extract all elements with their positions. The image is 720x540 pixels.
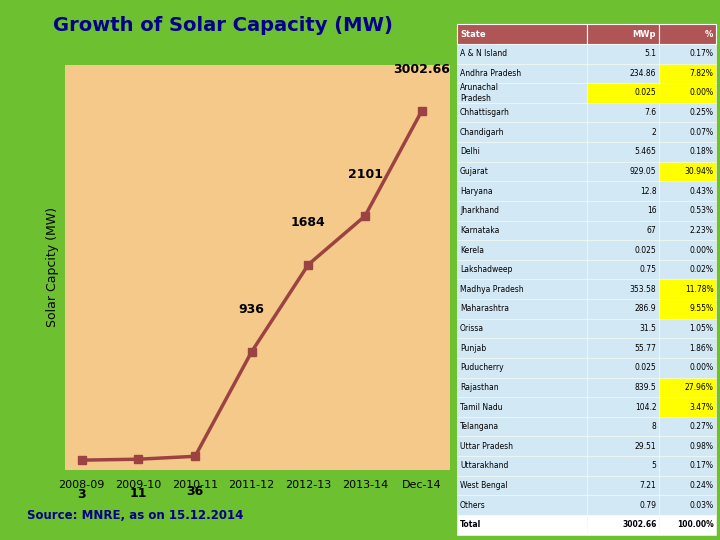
Text: 0.79: 0.79	[639, 501, 657, 510]
Text: Haryana: Haryana	[460, 187, 492, 195]
Text: 0.00%: 0.00%	[689, 89, 714, 98]
Text: 5.465: 5.465	[634, 147, 657, 157]
Text: 2101: 2101	[348, 168, 382, 181]
Text: Kerela: Kerela	[460, 246, 484, 254]
Text: Andhra Pradesh: Andhra Pradesh	[460, 69, 521, 78]
Text: 839.5: 839.5	[635, 383, 657, 392]
Text: Punjab: Punjab	[460, 343, 486, 353]
Text: 0.24%: 0.24%	[690, 481, 714, 490]
Text: 7.21: 7.21	[640, 481, 657, 490]
Text: Uttar Pradesh: Uttar Pradesh	[460, 442, 513, 451]
Text: Arunachal
Pradesh: Arunachal Pradesh	[460, 83, 499, 103]
Text: Karnataka: Karnataka	[460, 226, 500, 235]
Text: 3.47%: 3.47%	[689, 402, 714, 411]
Text: 0.07%: 0.07%	[689, 128, 714, 137]
Text: 27.96%: 27.96%	[685, 383, 714, 392]
Text: 0.27%: 0.27%	[690, 422, 714, 431]
Text: State: State	[461, 30, 487, 39]
Text: 9.55%: 9.55%	[689, 305, 714, 313]
Text: Tamil Nadu: Tamil Nadu	[460, 402, 503, 411]
Text: 0.17%: 0.17%	[690, 49, 714, 58]
Text: MWp: MWp	[632, 30, 656, 39]
Text: Lakshadweep: Lakshadweep	[460, 265, 513, 274]
Text: Others: Others	[460, 501, 486, 510]
Text: 286.9: 286.9	[635, 305, 657, 313]
Text: Gujarat: Gujarat	[460, 167, 489, 176]
Text: 0.03%: 0.03%	[689, 501, 714, 510]
Text: 3002.66: 3002.66	[393, 63, 450, 76]
Text: 0.53%: 0.53%	[689, 206, 714, 215]
Text: 936: 936	[239, 303, 265, 316]
Text: 29.51: 29.51	[635, 442, 657, 451]
Text: 11: 11	[130, 488, 147, 501]
Text: 7.82%: 7.82%	[690, 69, 714, 78]
Text: 5: 5	[652, 461, 657, 470]
Text: 353.58: 353.58	[630, 285, 657, 294]
Text: A & N Island: A & N Island	[460, 49, 507, 58]
Text: 100.00%: 100.00%	[677, 520, 714, 529]
Text: Total: Total	[460, 520, 482, 529]
Text: 0.98%: 0.98%	[690, 442, 714, 451]
Text: 0.025: 0.025	[635, 89, 657, 98]
Text: 36: 36	[186, 484, 204, 497]
Text: 55.77: 55.77	[634, 343, 657, 353]
Text: Telangana: Telangana	[460, 422, 499, 431]
Text: Chandigarh: Chandigarh	[460, 128, 505, 137]
Text: West Bengal: West Bengal	[460, 481, 508, 490]
Text: Madhya Pradesh: Madhya Pradesh	[460, 285, 523, 294]
Text: 12.8: 12.8	[640, 187, 657, 195]
Text: Delhi: Delhi	[460, 147, 480, 157]
Text: 1.86%: 1.86%	[690, 343, 714, 353]
Text: 0.00%: 0.00%	[689, 246, 714, 254]
Text: 1684: 1684	[291, 217, 325, 230]
Text: Maharashtra: Maharashtra	[460, 305, 509, 313]
Text: Uttarakhand: Uttarakhand	[460, 461, 508, 470]
Text: 2.23%: 2.23%	[690, 226, 714, 235]
Text: 1.05%: 1.05%	[690, 324, 714, 333]
Text: 3002.66: 3002.66	[622, 520, 657, 529]
Text: Chhattisgarh: Chhattisgarh	[460, 108, 510, 117]
Text: 11.78%: 11.78%	[685, 285, 714, 294]
Text: 16: 16	[647, 206, 657, 215]
Text: 0.18%: 0.18%	[690, 147, 714, 157]
Text: Puducherry: Puducherry	[460, 363, 504, 372]
Y-axis label: Solar Capcity (MW): Solar Capcity (MW)	[46, 207, 59, 327]
Text: Rajasthan: Rajasthan	[460, 383, 499, 392]
Text: Jharkhand: Jharkhand	[460, 206, 499, 215]
Text: 0.75: 0.75	[639, 265, 657, 274]
Text: 3: 3	[78, 488, 86, 501]
Text: 31.5: 31.5	[639, 324, 657, 333]
Text: 0.025: 0.025	[635, 363, 657, 372]
Text: 0.25%: 0.25%	[690, 108, 714, 117]
Text: 0.17%: 0.17%	[690, 461, 714, 470]
Text: 2: 2	[652, 128, 657, 137]
Text: Source: MNRE, as on 15.12.2014: Source: MNRE, as on 15.12.2014	[27, 509, 243, 522]
Text: Orissa: Orissa	[460, 324, 485, 333]
Text: 7.6: 7.6	[644, 108, 657, 117]
Text: 0.025: 0.025	[635, 246, 657, 254]
Text: 5.1: 5.1	[644, 49, 657, 58]
Text: 0.02%: 0.02%	[690, 265, 714, 274]
Text: %: %	[704, 30, 713, 39]
Text: 30.94%: 30.94%	[685, 167, 714, 176]
Text: 8: 8	[652, 422, 657, 431]
Text: 0.43%: 0.43%	[689, 187, 714, 195]
Text: 104.2: 104.2	[635, 402, 657, 411]
Text: Growth of Solar Capacity (MW): Growth of Solar Capacity (MW)	[53, 16, 393, 35]
Text: 0.00%: 0.00%	[689, 363, 714, 372]
Text: 234.86: 234.86	[630, 69, 657, 78]
Text: 929.05: 929.05	[630, 167, 657, 176]
Text: 67: 67	[647, 226, 657, 235]
